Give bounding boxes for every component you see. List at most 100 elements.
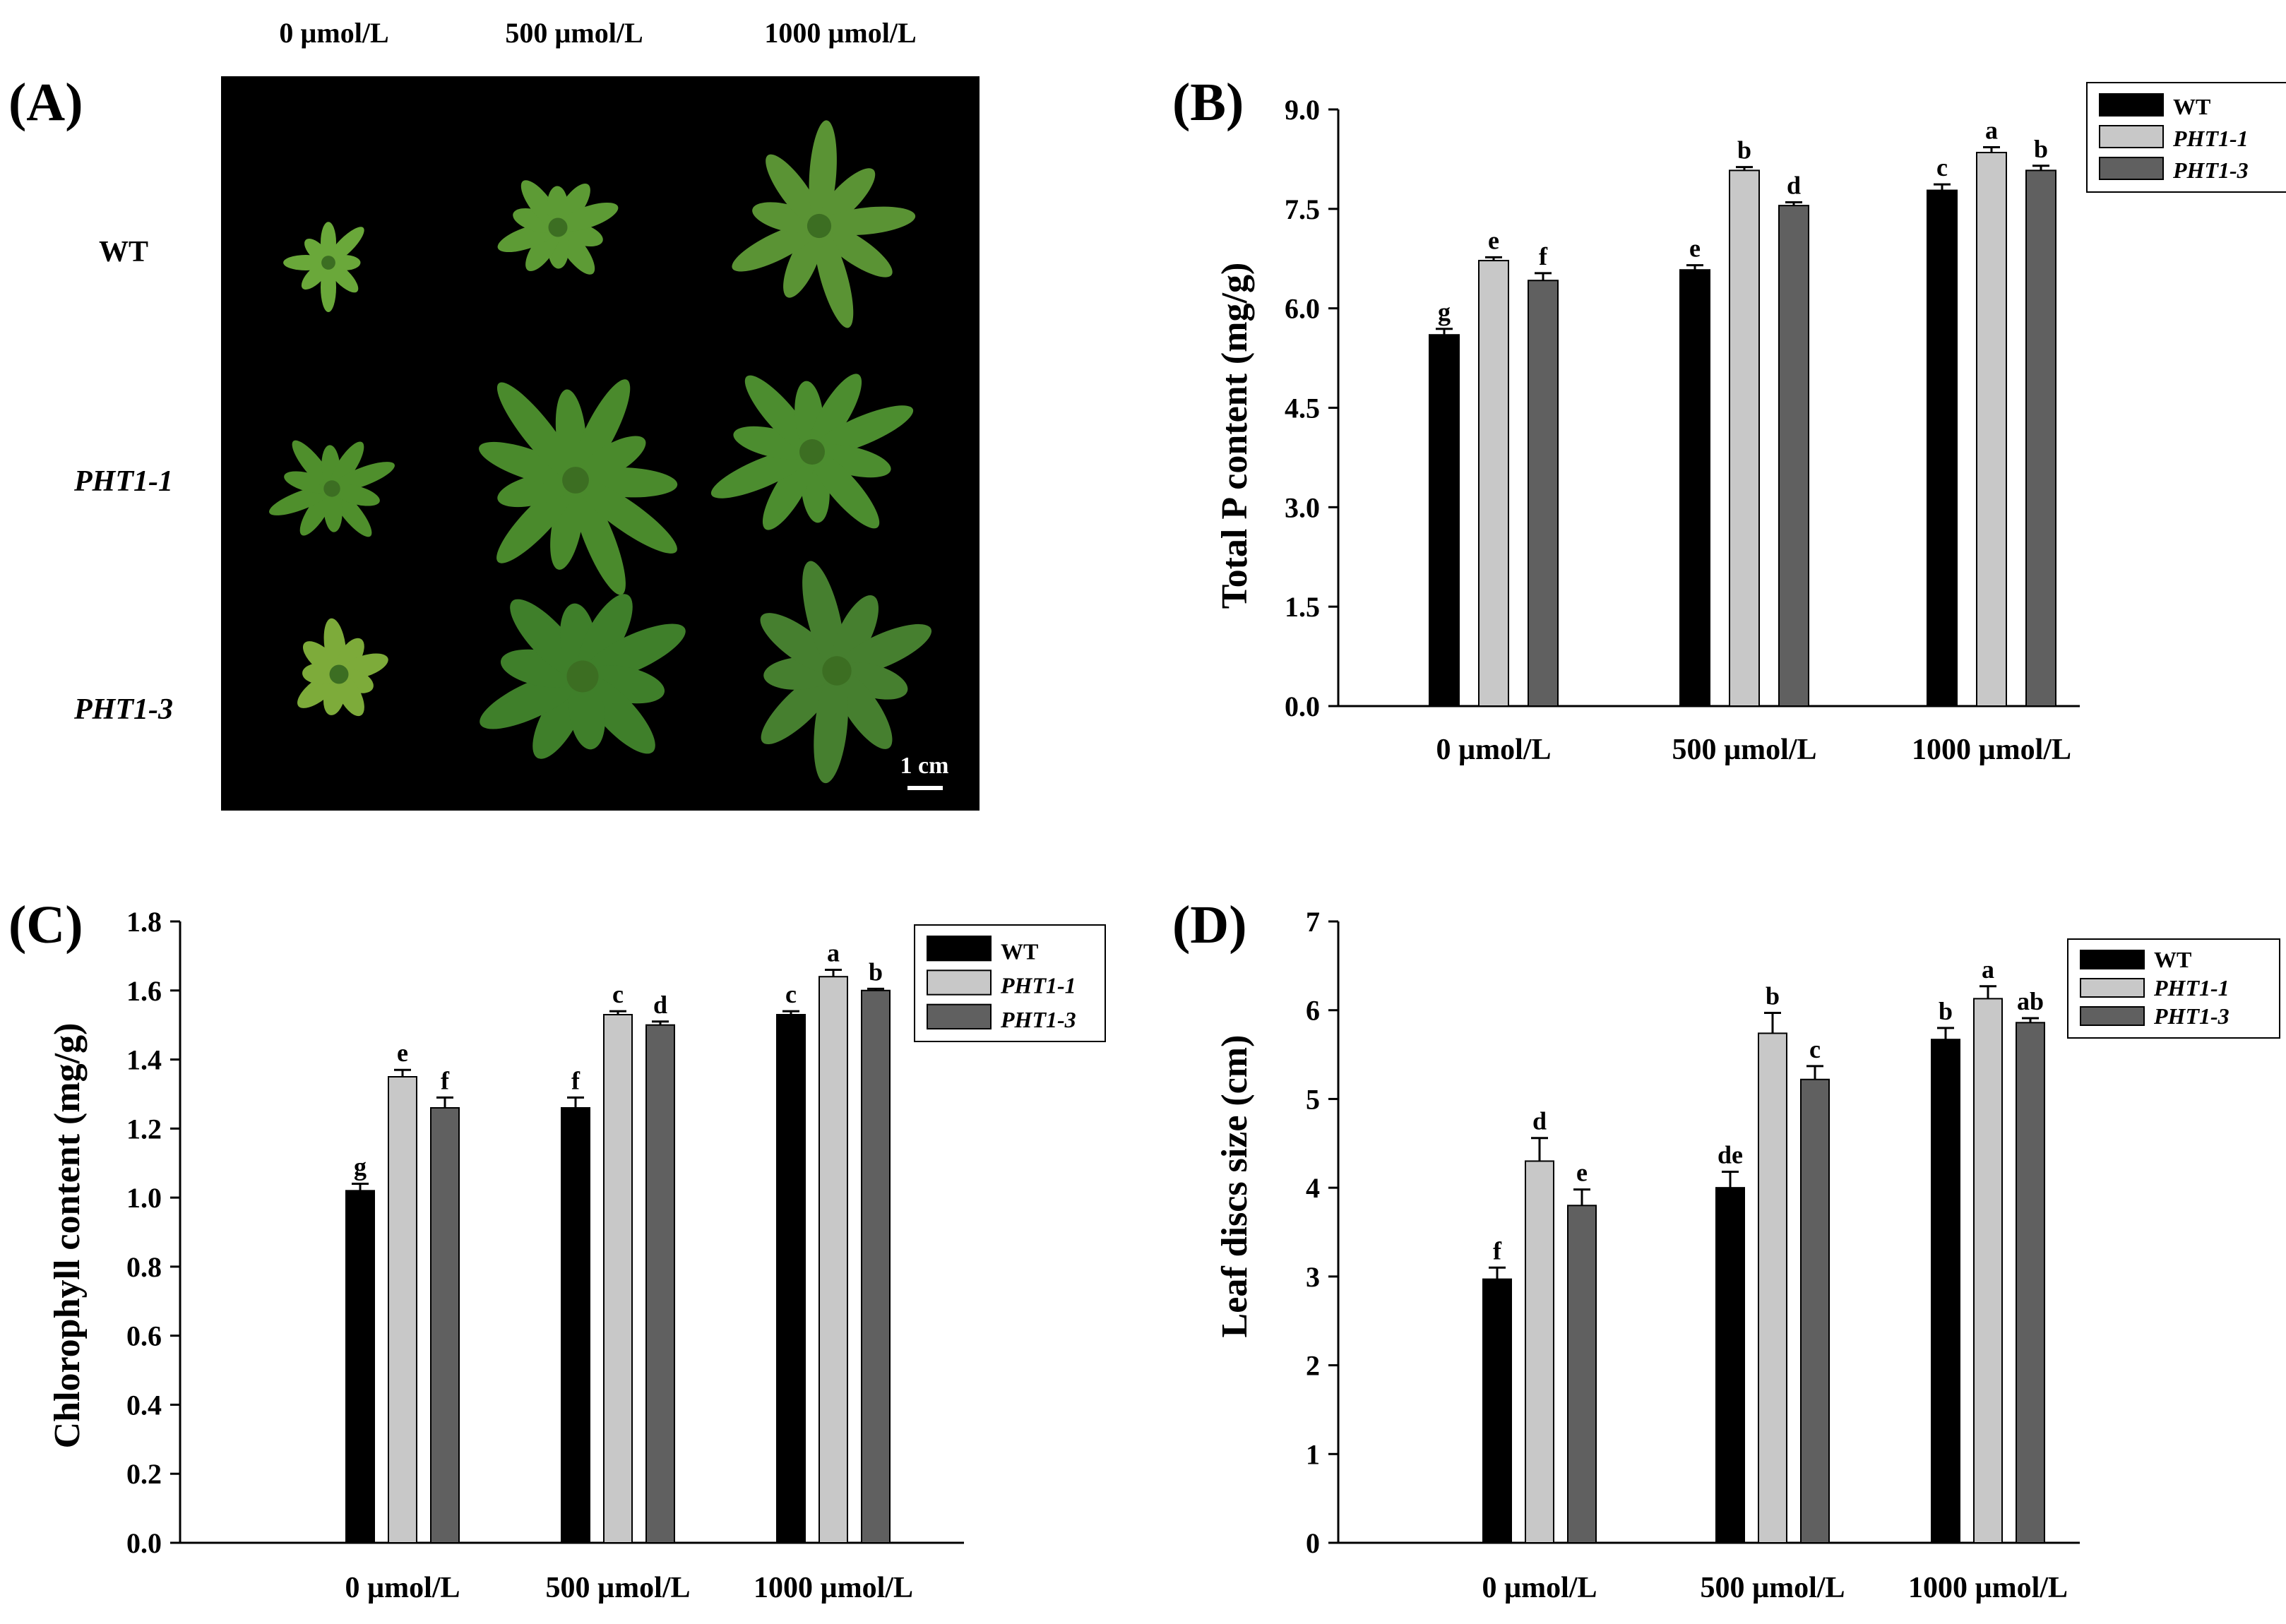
plant-leaf: [525, 226, 561, 272]
y-tick-label: 0.8: [126, 1251, 162, 1283]
legend-label: PHT1-1: [2153, 975, 2230, 1001]
bar-wt: [1927, 189, 1958, 707]
y-tick-label: 3.0: [1285, 491, 1320, 523]
plant-leaf: [744, 375, 814, 453]
bar-pht1-3: [1567, 1205, 1597, 1544]
bar-pht1-3: [2025, 169, 2056, 707]
plant-center: [799, 439, 825, 465]
significance-letter: ab: [2017, 987, 2044, 1015]
legend-swatch: [2080, 1006, 2145, 1026]
photo-column-0: 0 µmol/L: [279, 17, 388, 49]
legend-label: WT: [2173, 94, 2210, 119]
y-tick-label: 0.6: [126, 1320, 162, 1352]
plant-leaf: [496, 382, 578, 482]
bar-pht1-1: [1525, 1160, 1554, 1544]
x-category-label: 1000 µmol/L: [1912, 734, 2071, 766]
y-tick-label: 1.5: [1285, 591, 1320, 623]
bar-wt: [561, 1107, 590, 1544]
significance-letter: e: [397, 1039, 408, 1067]
significance-letter: d: [1532, 1107, 1547, 1135]
bar-pht1-3: [1800, 1078, 1830, 1544]
y-tick-label: 7: [1306, 906, 1320, 938]
significance-letter: f: [441, 1066, 450, 1094]
plant-leaf: [269, 486, 333, 515]
bar-pht1-3: [1778, 205, 1809, 707]
plant-center: [806, 213, 832, 239]
plant-leaf: [809, 374, 862, 453]
plant-leaf: [327, 227, 364, 264]
plant-leaf: [479, 441, 576, 486]
y-tick-label: 6: [1306, 995, 1320, 1027]
photo-column-1: 500 µmol/L: [505, 17, 643, 49]
significance-letter: c: [1809, 1035, 1821, 1063]
bar-pht1-1: [1976, 152, 2007, 707]
significance-letter: e: [1576, 1159, 1588, 1187]
plant-leaf: [301, 261, 330, 290]
photo-column-2: 1000 µmol/L: [764, 17, 916, 49]
significance-letter: a: [1982, 955, 1994, 984]
plant-leaf: [766, 154, 822, 227]
bar-pht1-1: [1973, 998, 2003, 1544]
bar-pht1-1: [1478, 260, 1509, 707]
legend-label: WT: [2154, 947, 2191, 972]
photo-row-pht1-1: PHT1-1: [73, 465, 173, 498]
plant-leaf: [783, 225, 823, 298]
panel-d-y-axis-label: Leaf discs size (cm): [1215, 1035, 1255, 1338]
bar-wt: [1715, 1187, 1745, 1544]
bar-wt: [776, 1014, 806, 1544]
plant-leaf: [299, 488, 334, 536]
y-tick-label: 9.0: [1285, 94, 1320, 126]
legend-label: PHT1-3: [2172, 157, 2249, 183]
y-tick-label: 1.8: [126, 906, 162, 938]
significance-letter: de: [1718, 1141, 1743, 1169]
significance-letter: g: [1438, 298, 1451, 326]
significance-letter: d: [1787, 171, 1801, 199]
significance-letter: c: [785, 980, 797, 1008]
bar-pht1-1: [818, 976, 848, 1544]
plant-leaf: [335, 674, 364, 717]
panel-c-y-axis-label: Chlorophyll content (mg/g): [47, 1023, 88, 1449]
y-tick-label: 0: [1306, 1527, 1320, 1559]
y-tick-label: 0.4: [126, 1389, 162, 1421]
y-tick-label: 0.0: [126, 1527, 162, 1559]
legend-label: PHT1-3: [1000, 1007, 1076, 1032]
plant-leaf: [802, 561, 845, 671]
legend-swatch: [927, 936, 992, 962]
plant-leaf: [818, 223, 893, 277]
panel-b-label: (B): [1172, 73, 1244, 132]
bar-pht1-3: [2016, 1022, 2045, 1544]
panel-b-chart: (B) Total P content (mg/g) 0.0 1.5 3.0 4.5 6…: [1172, 73, 2286, 766]
y-tick-label: 1.0: [126, 1182, 162, 1214]
plant-leaf: [760, 613, 838, 674]
plant-leaf: [284, 471, 333, 494]
panel-d-label: (D): [1172, 895, 1247, 955]
plant-leaf: [814, 670, 848, 784]
plant-leaf: [330, 441, 364, 489]
plant-leaf: [557, 202, 619, 232]
plant-leaf: [814, 225, 854, 328]
significance-letter: f: [571, 1066, 581, 1094]
x-category-label: 1000 µmol/L: [1908, 1572, 2068, 1604]
y-tick-label: 1.2: [126, 1113, 162, 1145]
x-category-label: 0 µmol/L: [1482, 1572, 1597, 1604]
legend-label: PHT1-1: [1000, 973, 1076, 998]
plant-center: [562, 467, 589, 494]
x-category-label: 0 µmol/L: [1436, 734, 1551, 766]
plant-leaf: [331, 484, 380, 506]
scale-bar: [907, 786, 943, 790]
x-category-label: 500 µmol/L: [1672, 734, 1816, 766]
bar-wt: [1482, 1278, 1512, 1544]
significance-letter: a: [827, 938, 840, 967]
y-tick-label: 0.0: [1285, 691, 1320, 722]
legend-swatch: [927, 969, 992, 996]
plant-leaf: [761, 669, 839, 745]
plant-leaf: [818, 206, 916, 236]
plant-leaf: [831, 595, 879, 671]
significance-letter: a: [1985, 117, 1998, 145]
significance-letter: c: [612, 980, 624, 1008]
plant-leaf: [578, 594, 633, 678]
significance-letter: b: [1766, 981, 1780, 1010]
bar-pht1-1: [388, 1076, 417, 1544]
plant-leaf: [762, 451, 816, 530]
plant-rosettes: [269, 120, 932, 784]
